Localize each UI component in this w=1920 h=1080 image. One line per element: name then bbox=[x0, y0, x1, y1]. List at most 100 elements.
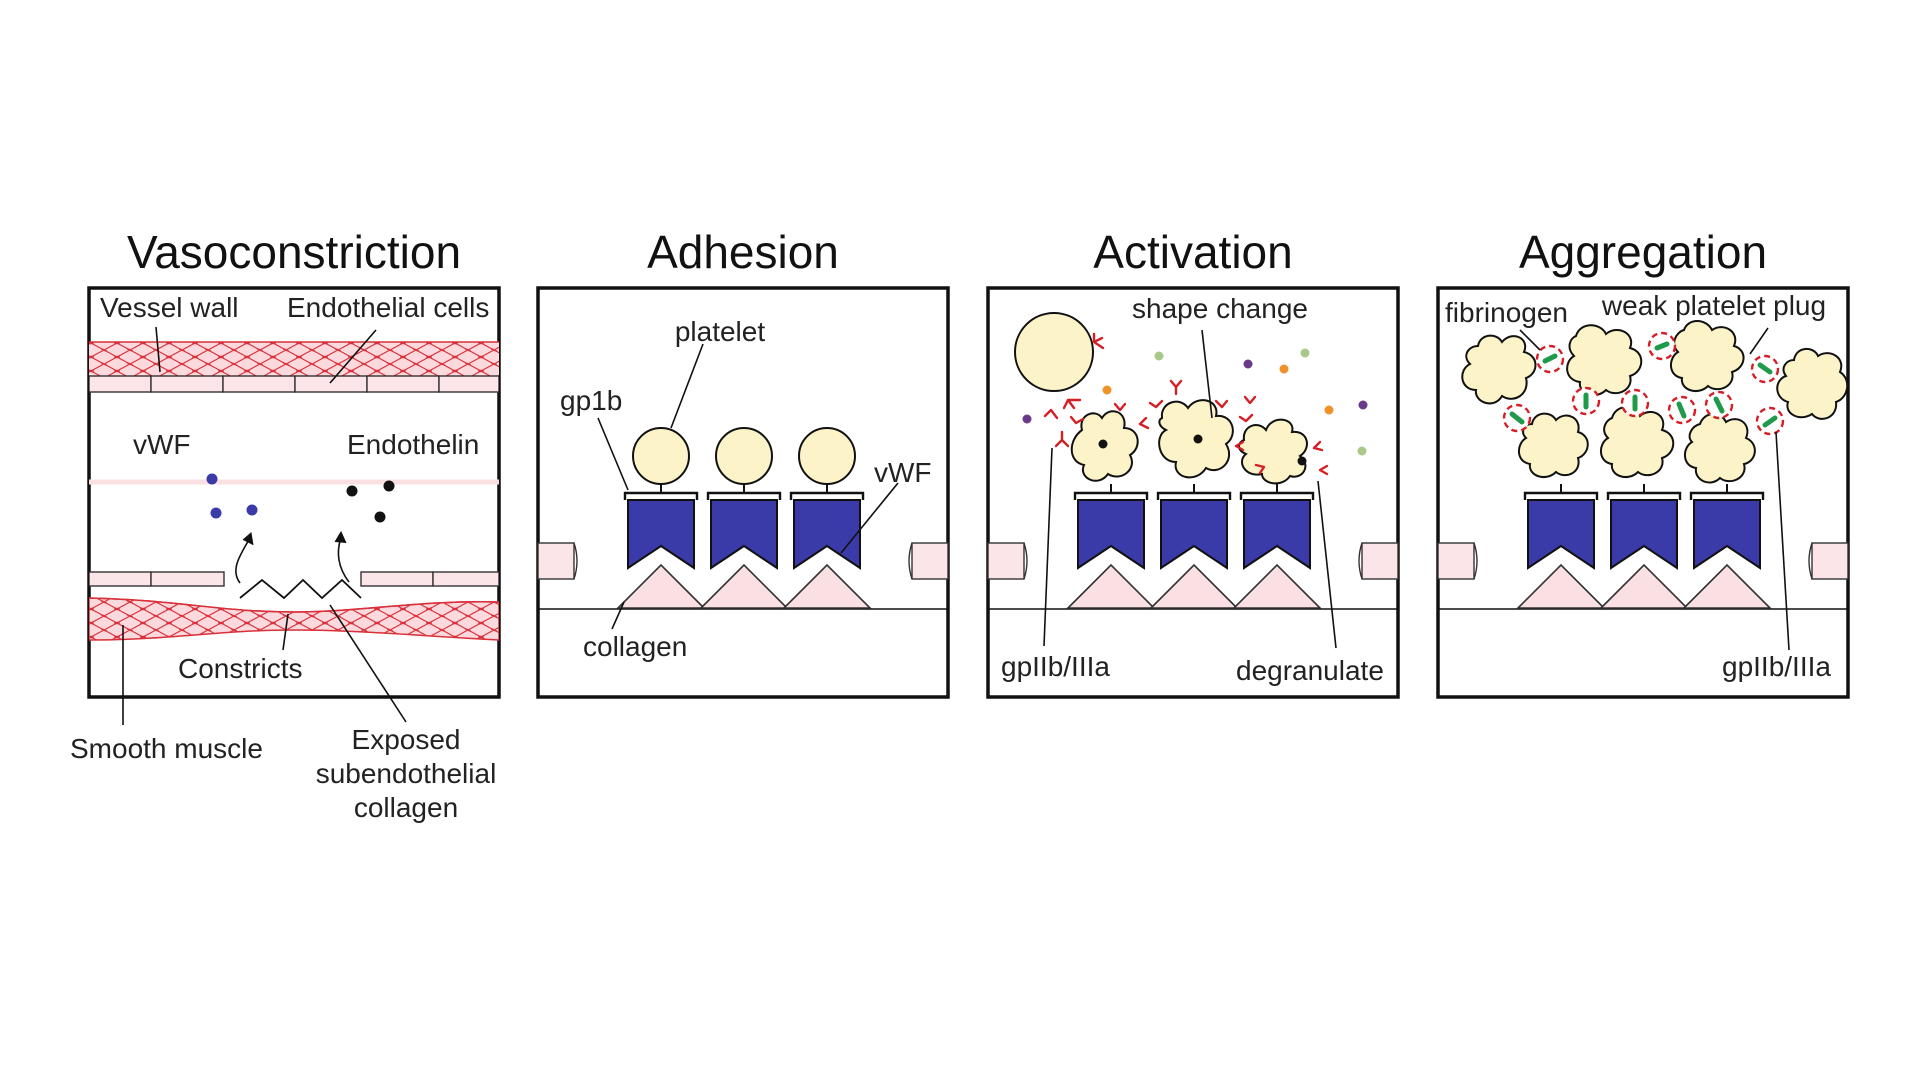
endothelial-cell bbox=[1437, 542, 1475, 580]
vwf-block bbox=[1610, 499, 1678, 570]
label-constricts: Constricts bbox=[178, 653, 302, 684]
platelet bbox=[798, 427, 856, 485]
activation-unit bbox=[1232, 418, 1322, 609]
collagen-triangle bbox=[616, 563, 706, 609]
label-vwf: vWF bbox=[133, 429, 191, 460]
aggregated-platelet bbox=[1518, 412, 1589, 479]
vwf-block bbox=[1243, 499, 1311, 570]
collagen-triangle bbox=[1516, 563, 1606, 609]
aggregation-unit bbox=[1682, 484, 1772, 609]
vwf-block bbox=[1693, 499, 1761, 570]
fibrinogen bbox=[1509, 411, 1525, 425]
vwf-dot bbox=[206, 473, 218, 485]
label-exposed-3: collagen bbox=[354, 792, 458, 823]
panel-title: Vasoconstriction bbox=[127, 226, 461, 278]
fibrinogen bbox=[1762, 415, 1778, 428]
endothelial-cell bbox=[987, 542, 1025, 580]
aggregated-platelet bbox=[1670, 320, 1745, 393]
adhesion-unit bbox=[782, 427, 872, 609]
label-gp1b: gp1b bbox=[560, 385, 622, 416]
aggregated-platelet bbox=[1776, 348, 1849, 420]
granule-dot bbox=[1102, 385, 1112, 395]
platelet bbox=[632, 427, 690, 485]
label-vwf: vWF bbox=[874, 457, 932, 488]
fibrinogen-bridges bbox=[1502, 331, 1785, 436]
exposed-collagen bbox=[239, 578, 362, 600]
adhesion-unit bbox=[616, 427, 706, 609]
endothelial-cell-layer-bottom bbox=[89, 571, 499, 587]
vwf-block bbox=[710, 499, 778, 570]
aggregated-platelet bbox=[1566, 324, 1643, 397]
label-gpiib-iiia: gpIIb/IIIa bbox=[1722, 651, 1831, 682]
collagen-triangle bbox=[699, 563, 789, 609]
activation-unit bbox=[1149, 399, 1239, 609]
endothelial-cell bbox=[911, 542, 949, 580]
vwf-block bbox=[1527, 499, 1595, 570]
granule bbox=[1193, 434, 1203, 444]
label-fibrinogen: fibrinogen bbox=[1445, 297, 1568, 328]
vwf-dot bbox=[246, 504, 258, 516]
panel-title: Activation bbox=[1093, 226, 1292, 278]
granule-dot bbox=[1358, 400, 1368, 410]
label-gpiib-iiia: gpIIb/IIIa bbox=[1001, 651, 1110, 682]
panel-aggregation: Aggregation bbox=[1436, 226, 1850, 699]
endothelin-dot bbox=[346, 485, 358, 497]
gpiib-iiia-receptors bbox=[1043, 332, 1329, 476]
label-exposed-2: subendothelial bbox=[316, 758, 497, 789]
aggregation-unit bbox=[1516, 484, 1606, 609]
collagen-triangle bbox=[782, 563, 872, 609]
collagen-triangle bbox=[1149, 563, 1239, 609]
granule-dot bbox=[1154, 351, 1164, 361]
panel-activation: Activation bbox=[986, 226, 1400, 699]
fibrinogen bbox=[1713, 396, 1725, 414]
panel-vasoconstriction: Vasoconstriction bbox=[70, 226, 501, 823]
panel-adhesion: Adhesion bbox=[536, 226, 950, 699]
vwf-block bbox=[1077, 499, 1145, 570]
aggregated-platelet bbox=[1461, 334, 1537, 405]
panel-title: Adhesion bbox=[647, 226, 839, 278]
label-endothelial-cells: Endothelial cells bbox=[287, 292, 489, 323]
granule-dot bbox=[1279, 364, 1289, 374]
label-degranulate: degranulate bbox=[1236, 655, 1384, 686]
label-shape-change: shape change bbox=[1132, 293, 1308, 324]
collagen-triangle bbox=[1232, 563, 1322, 609]
endothelin-dot bbox=[374, 511, 386, 523]
endothelial-cell-layer-top bbox=[89, 375, 499, 393]
aggregation-unit bbox=[1599, 484, 1689, 609]
platelet bbox=[715, 427, 773, 485]
adhesion-unit bbox=[699, 427, 789, 609]
label-smooth-muscle: Smooth muscle bbox=[70, 733, 263, 764]
resting-platelet bbox=[1014, 312, 1094, 392]
label-collagen: collagen bbox=[583, 631, 687, 662]
granule-dot bbox=[1357, 446, 1367, 456]
activated-platelet bbox=[1238, 418, 1308, 485]
vwf-block bbox=[627, 499, 695, 570]
label-vessel-wall: Vessel wall bbox=[100, 292, 239, 323]
endothelial-cell bbox=[1361, 542, 1399, 580]
granule-dot bbox=[1300, 348, 1310, 358]
endothelial-cell bbox=[1811, 542, 1849, 580]
vwf-dot bbox=[210, 507, 222, 519]
fibrinogen bbox=[1542, 353, 1558, 364]
aggregated-platelet bbox=[1684, 413, 1756, 484]
aggregated-platelet bbox=[1600, 406, 1675, 479]
collagen-triangle bbox=[1066, 563, 1156, 609]
collagen-triangle bbox=[1599, 563, 1689, 609]
panel-title: Aggregation bbox=[1519, 226, 1767, 278]
granule bbox=[1098, 439, 1108, 449]
granule-dot bbox=[1324, 405, 1334, 415]
granule-dot bbox=[1022, 414, 1032, 424]
fibrinogen bbox=[1654, 341, 1670, 351]
activation-unit bbox=[1066, 410, 1156, 609]
platelet-aggregate bbox=[1461, 320, 1849, 484]
endothelin-dot bbox=[383, 480, 395, 492]
label-exposed-1: Exposed bbox=[352, 724, 461, 755]
granule-dot bbox=[1243, 359, 1253, 369]
endothelial-cell bbox=[537, 542, 575, 580]
fibrinogen bbox=[1757, 362, 1773, 375]
vessel-wall-muscle bbox=[89, 342, 499, 376]
collagen-triangle bbox=[1682, 563, 1772, 609]
granule bbox=[1297, 456, 1307, 466]
vwf-block bbox=[1160, 499, 1228, 570]
